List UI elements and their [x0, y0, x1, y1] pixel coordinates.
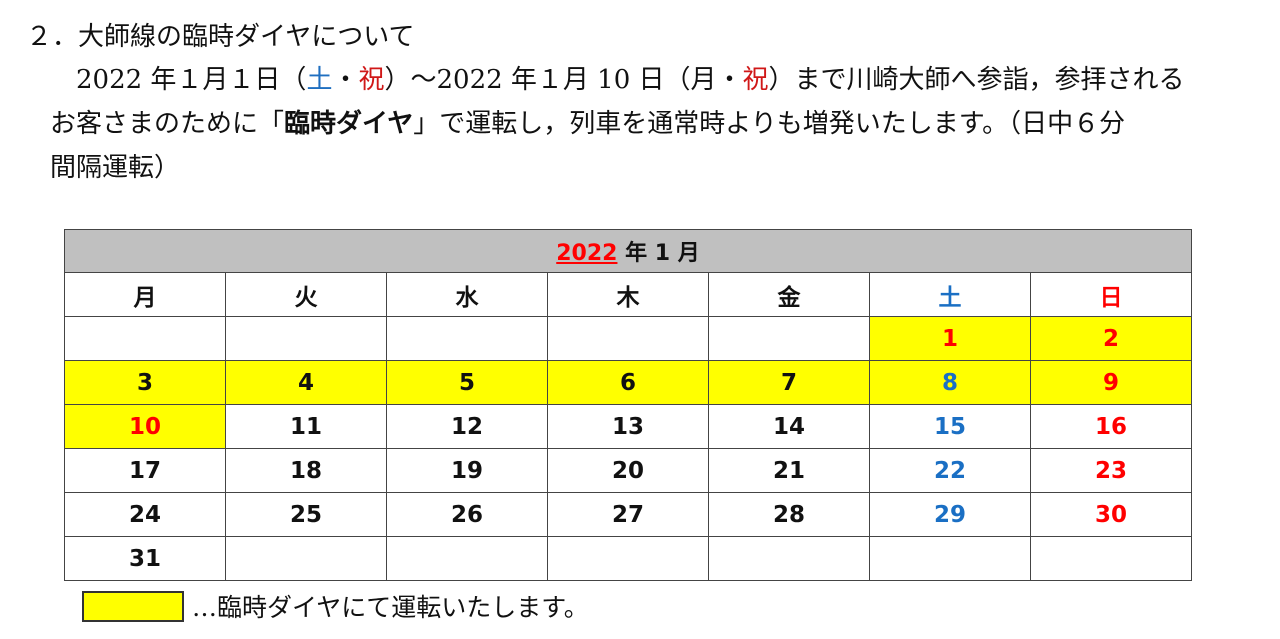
- weekday-thu: 木: [547, 272, 709, 317]
- day-cell: 31: [64, 536, 226, 581]
- text-segment: ）～2022 年１月 10 日（月・: [384, 65, 743, 95]
- day-cell: 29: [869, 492, 1031, 537]
- text-segment: 2022 年１月１日（: [76, 65, 307, 95]
- day-cell: 23: [1030, 448, 1192, 493]
- calendar-month: 年 1 月: [617, 241, 700, 266]
- day-cell: 1: [869, 316, 1031, 361]
- legend-swatch: [82, 590, 184, 622]
- weekday-fri: 金: [708, 272, 870, 317]
- text-segment: ・: [332, 65, 359, 95]
- week-row: 1 2: [64, 316, 1192, 361]
- holiday-mark: 祝: [358, 65, 385, 95]
- calendar-title: 2022 年 1 月: [64, 229, 1192, 273]
- description-paragraph: 2022 年１月１日（土・祝）～2022 年１月 10 日（月・祝）まで川崎大師…: [50, 58, 1250, 190]
- text-segment: 」で運転し，列車を通常時よりも増発いたします。（日中６分: [413, 109, 1126, 139]
- day-cell: 26: [386, 492, 548, 537]
- weekday-sat: 土: [869, 272, 1031, 317]
- calendar-table: 2022 年 1 月 月 火 水 木 金 土 日 1 2 3 4 5 6 7 8…: [64, 229, 1192, 581]
- day-cell: 21: [708, 448, 870, 493]
- day-cell: [386, 536, 548, 581]
- day-cell: [547, 316, 709, 361]
- day-cell: [386, 316, 548, 361]
- day-cell: 5: [386, 360, 548, 405]
- day-cell: 4: [225, 360, 387, 405]
- weekday-header-row: 月 火 水 木 金 土 日: [64, 272, 1192, 317]
- day-cell: [1030, 536, 1192, 581]
- section-heading: ２．大師線の臨時ダイヤについて: [26, 22, 415, 52]
- day-cell: 9: [1030, 360, 1192, 405]
- day-cell: 8: [869, 360, 1031, 405]
- day-cell: 13: [547, 404, 709, 449]
- weekday-sun: 日: [1030, 272, 1192, 317]
- day-cell: 20: [547, 448, 709, 493]
- day-cell: [225, 316, 387, 361]
- week-row: 3 4 5 6 7 8 9: [64, 360, 1192, 405]
- legend: …臨時ダイヤにて運転いたします。: [82, 588, 589, 624]
- day-cell: 2: [1030, 316, 1192, 361]
- day-cell: [708, 536, 870, 581]
- day-cell: 30: [1030, 492, 1192, 537]
- day-cell: [225, 536, 387, 581]
- week-row: 31: [64, 536, 1192, 581]
- day-cell: 6: [547, 360, 709, 405]
- day-cell: 11: [225, 404, 387, 449]
- holiday-mark: 祝: [742, 65, 769, 95]
- text-segment: ）まで川崎大師へ参詣，参拝される: [768, 65, 1185, 95]
- day-cell: [64, 316, 226, 361]
- day-cell: 18: [225, 448, 387, 493]
- legend-text: …臨時ダイヤにて運転いたします。: [192, 593, 589, 622]
- day-cell: 3: [64, 360, 226, 405]
- day-cell: 22: [869, 448, 1031, 493]
- day-cell: 17: [64, 448, 226, 493]
- emphasis-text: 臨時ダイヤ: [284, 109, 414, 139]
- day-cell: 16: [1030, 404, 1192, 449]
- text-segment: 間隔運転）: [50, 153, 181, 183]
- day-cell: [547, 536, 709, 581]
- day-cell: 25: [225, 492, 387, 537]
- day-cell: 10: [64, 404, 226, 449]
- day-cell: 28: [708, 492, 870, 537]
- weekday-wed: 水: [386, 272, 548, 317]
- day-cell: [869, 536, 1031, 581]
- text-segment: お客さまのために「: [50, 109, 285, 139]
- day-cell: 15: [869, 404, 1031, 449]
- saturday-mark: 土: [306, 65, 333, 95]
- day-cell: 12: [386, 404, 548, 449]
- weekday-tue: 火: [225, 272, 387, 317]
- week-row: 17 18 19 20 21 22 23: [64, 448, 1192, 493]
- calendar-year: 2022: [556, 241, 618, 266]
- day-cell: 7: [708, 360, 870, 405]
- week-row: 24 25 26 27 28 29 30: [64, 492, 1192, 537]
- day-cell: 19: [386, 448, 548, 493]
- week-row: 10 11 12 13 14 15 16: [64, 404, 1192, 449]
- weekday-mon: 月: [64, 272, 226, 317]
- day-cell: [708, 316, 870, 361]
- day-cell: 24: [64, 492, 226, 537]
- day-cell: 27: [547, 492, 709, 537]
- day-cell: 14: [708, 404, 870, 449]
